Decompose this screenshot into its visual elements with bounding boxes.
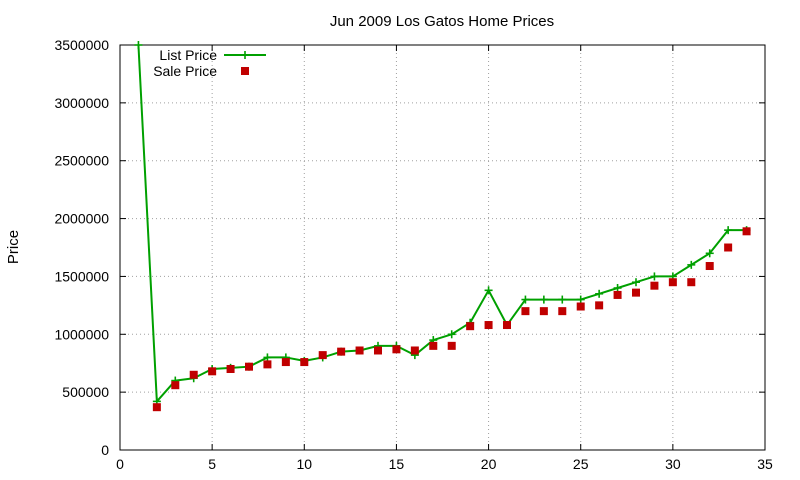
y-tick-label: 2500000 bbox=[54, 153, 109, 169]
sale-price-point bbox=[337, 347, 346, 356]
sale-price-point bbox=[558, 307, 567, 316]
sale-price-point bbox=[595, 301, 604, 310]
sale-price-point bbox=[632, 288, 640, 297]
list-price-point bbox=[724, 226, 733, 235]
list-price-point bbox=[263, 353, 272, 362]
sale-price-point bbox=[226, 365, 235, 373]
list-price-point bbox=[484, 286, 493, 295]
list-price-point bbox=[595, 289, 604, 298]
ticks-layer: 0 5 10 15 20 25 30 35 0 500000 1000000 1500000 20000… bbox=[54, 37, 773, 472]
sale-price-point bbox=[208, 367, 217, 376]
list-price-point bbox=[558, 295, 567, 304]
sale-price-point bbox=[171, 381, 180, 390]
y-tick-label: 3500000 bbox=[54, 37, 109, 53]
legend-sale-price-marker bbox=[241, 67, 249, 75]
sale-price-point bbox=[374, 346, 382, 355]
y-tick-label: 3000000 bbox=[54, 95, 109, 111]
list-price-point bbox=[521, 295, 530, 304]
sale-price-point bbox=[447, 341, 456, 350]
x-tick-label: 25 bbox=[573, 456, 589, 472]
legend-list-price-marker bbox=[241, 51, 249, 59]
sale-price-point bbox=[466, 322, 475, 331]
sale-price-point bbox=[300, 358, 309, 367]
x-tick-label: 0 bbox=[116, 456, 124, 472]
y-tick-label: 1000000 bbox=[54, 326, 109, 342]
sale-price-point bbox=[576, 302, 585, 311]
sale-price-point bbox=[189, 370, 198, 379]
sale-price-point bbox=[281, 358, 290, 367]
sale-price-point bbox=[392, 345, 401, 354]
list-price-point bbox=[632, 278, 640, 287]
x-tick-label: 35 bbox=[757, 456, 773, 472]
legend-sale-price-label: Sale Price bbox=[153, 63, 217, 79]
list-price-point bbox=[134, 41, 143, 49]
list-price-point bbox=[576, 295, 585, 304]
chart-title: Jun 2009 Los Gatos Home Prices bbox=[330, 13, 554, 30]
list-price-point bbox=[687, 260, 696, 269]
sale-price-point bbox=[539, 307, 548, 316]
y-axis-label: Price bbox=[5, 230, 22, 264]
sale-price-point bbox=[263, 360, 272, 369]
sale-price-point bbox=[724, 243, 733, 252]
y-tick-label: 1500000 bbox=[54, 268, 109, 284]
y-tick-label: 0 bbox=[101, 442, 109, 458]
x-tick-label: 10 bbox=[296, 456, 312, 472]
sale-price-point bbox=[668, 278, 677, 287]
legend: List Price Sale Price bbox=[153, 47, 266, 79]
sale-price-point bbox=[705, 262, 714, 271]
sale-price-point bbox=[429, 341, 438, 350]
y-tick-label: 500000 bbox=[62, 384, 109, 400]
list-price-point bbox=[539, 295, 548, 304]
y-tick-label: 2000000 bbox=[54, 211, 109, 227]
sale-price-point bbox=[245, 362, 253, 371]
x-tick-label: 30 bbox=[665, 456, 681, 472]
list-price-point bbox=[650, 272, 659, 281]
sale-price-point bbox=[318, 351, 327, 360]
list-price-point bbox=[447, 330, 456, 339]
sale-price-point bbox=[355, 346, 364, 355]
sale-price-point bbox=[521, 307, 530, 316]
list-price-point bbox=[705, 249, 714, 258]
x-tick-label: 5 bbox=[208, 456, 216, 472]
series-layer bbox=[134, 41, 751, 412]
sale-price-point bbox=[152, 403, 161, 412]
sale-price-point bbox=[742, 227, 751, 236]
grid-layer bbox=[120, 45, 765, 450]
list-price-point bbox=[613, 284, 622, 292]
list-price-line bbox=[137, 44, 747, 403]
x-tick-label: 15 bbox=[389, 456, 405, 472]
legend-list-price-label: List Price bbox=[159, 47, 217, 63]
sale-price-point bbox=[650, 281, 659, 290]
sale-price-point bbox=[484, 321, 493, 330]
sale-price-point bbox=[687, 278, 696, 287]
plot-frame bbox=[119, 44, 766, 451]
sale-price-point bbox=[613, 290, 622, 299]
sale-price-point bbox=[503, 321, 511, 330]
x-tick-label: 20 bbox=[481, 456, 497, 472]
sale-price-point bbox=[410, 346, 419, 355]
